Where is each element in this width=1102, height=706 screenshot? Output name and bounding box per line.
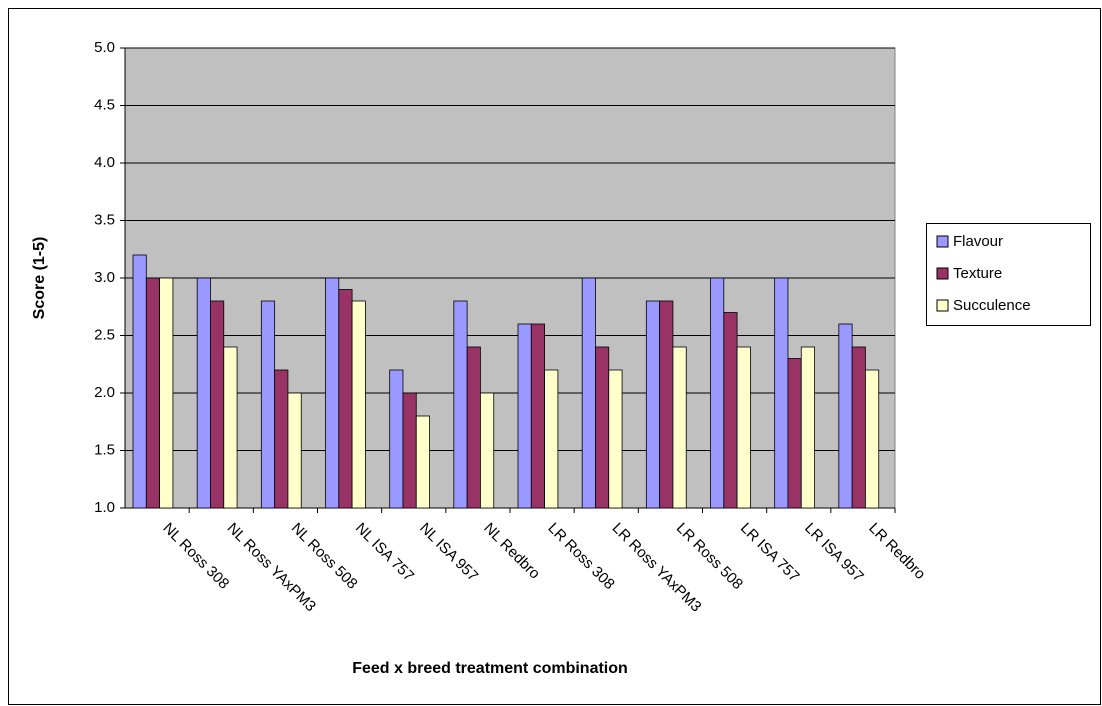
y-tick-label: 4.5	[94, 96, 115, 113]
y-tick-label: 1.5	[94, 441, 115, 458]
legend-box	[926, 223, 1091, 326]
bar	[223, 346, 238, 509]
bar	[659, 300, 674, 509]
y-tick-label: 2.5	[94, 326, 115, 343]
bar	[672, 346, 687, 509]
y-tick-label: 1.0	[94, 499, 115, 516]
bar	[608, 369, 623, 509]
bar	[480, 392, 495, 509]
bar	[838, 323, 853, 509]
bar	[723, 312, 738, 509]
bar	[787, 358, 802, 509]
bar	[453, 300, 468, 509]
legend-swatch	[936, 299, 949, 312]
bar	[581, 277, 596, 509]
bar	[865, 369, 880, 509]
bar	[710, 277, 725, 509]
bar	[544, 369, 559, 509]
y-tick-label: 5.0	[94, 39, 115, 56]
x-axis-title: Feed x breed treatment combination	[352, 660, 628, 677]
bar	[389, 369, 404, 509]
legend-swatch	[936, 267, 949, 280]
bar	[645, 300, 661, 509]
bar	[736, 346, 751, 509]
bar	[338, 289, 353, 509]
y-tick-label: 3.0	[94, 269, 115, 286]
bar	[287, 392, 302, 509]
y-axis-title: Score (1-5)	[31, 237, 48, 320]
bar	[800, 346, 815, 509]
bar	[517, 323, 532, 509]
bar	[774, 277, 789, 509]
bar	[196, 277, 211, 509]
bar	[530, 323, 545, 509]
y-tick-label: 4.0	[94, 154, 115, 171]
legend-label: Flavour	[953, 233, 1003, 250]
bar	[260, 300, 276, 509]
bar	[145, 277, 161, 509]
legend-label: Texture	[953, 265, 1002, 282]
bar	[415, 415, 430, 509]
y-tick-label: 2.0	[94, 384, 115, 401]
bar	[159, 277, 174, 509]
y-tick-label: 3.5	[94, 211, 115, 228]
bar	[402, 392, 417, 509]
bar	[351, 300, 366, 509]
bar	[210, 300, 225, 509]
legend-label: Succulence	[953, 297, 1031, 314]
bar	[466, 346, 481, 509]
legend-swatch	[936, 235, 949, 248]
bar	[595, 346, 610, 509]
bar	[132, 254, 147, 509]
bar	[274, 369, 289, 509]
bar	[325, 277, 340, 509]
bar	[851, 346, 866, 509]
